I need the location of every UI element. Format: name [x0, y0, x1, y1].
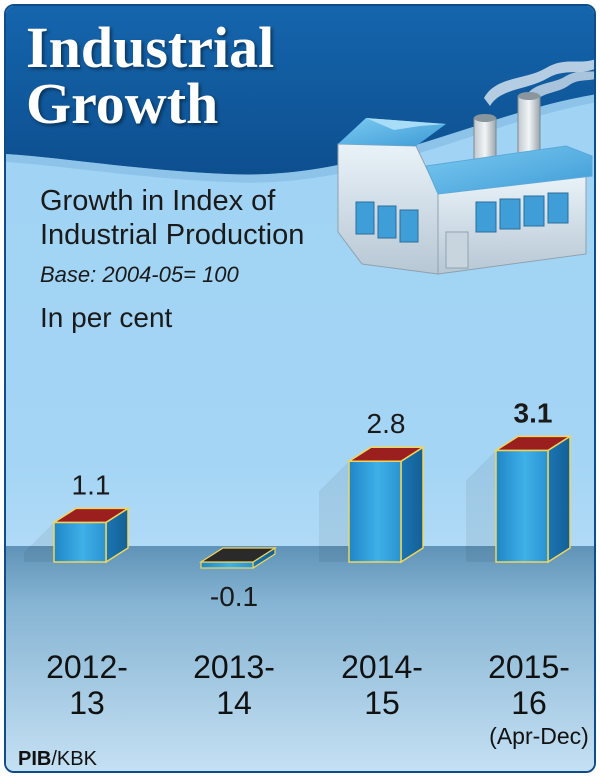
- category-label: 14: [216, 685, 252, 721]
- value-label: -0.1: [210, 581, 258, 612]
- bar-front: [53, 521, 107, 563]
- category-note: (Apr-Dec): [489, 723, 589, 749]
- bar-side: [547, 435, 571, 564]
- bars-layer: [24, 435, 573, 570]
- value-label: 1.1: [72, 469, 111, 500]
- bar-side: [400, 445, 424, 564]
- category-label: 13: [69, 685, 105, 721]
- bar-shadow: [319, 461, 349, 562]
- chart-subtitle: Growth in Index of Industrial Production: [40, 185, 305, 251]
- value-label: 3.1: [514, 397, 553, 428]
- floor-band: [6, 546, 594, 771]
- bar-chart: 1.1 2012-13 -0.1 2013-14 2.8 2014-15 3.1 2015-1…: [6, 6, 594, 771]
- factory-icon: [337, 59, 594, 275]
- category-label: 16: [511, 685, 547, 721]
- credit-agency: PIB: [18, 748, 52, 770]
- base-note: Base: 2004-05= 100: [40, 262, 239, 287]
- category-label: 15: [364, 685, 400, 721]
- bar-shadow: [24, 522, 54, 562]
- category-label: 2014-: [341, 649, 423, 685]
- bar-top: [51, 507, 131, 524]
- bar-top: [346, 446, 426, 462]
- bar-2015-16: [466, 435, 573, 564]
- credit-separator: /: [51, 748, 57, 770]
- bar-top: [493, 435, 573, 452]
- bar-front: [495, 449, 549, 563]
- category-label: 2013-: [193, 649, 275, 685]
- infographic-card: 1.1 2012- 13 -0.1 2013- 14 2.8 2014- 15 3.1 2015- 1…: [4, 4, 596, 773]
- page-title: Industrial Growth: [26, 15, 275, 136]
- credit-artist: KBK: [56, 748, 97, 770]
- bar-2013-14: [198, 546, 278, 570]
- value-label: 2.8: [367, 408, 406, 439]
- category-label: 2012-: [46, 649, 128, 685]
- credit-line: PIB/KBK: [18, 748, 97, 771]
- bar-top: [198, 547, 278, 563]
- unit-note: In per cent: [40, 302, 173, 333]
- bar-2014-15: [319, 445, 426, 564]
- category-label: 2015-: [488, 649, 570, 685]
- bar-shadow: [466, 450, 496, 562]
- bar-front: [200, 561, 254, 569]
- bar-front: [348, 460, 402, 563]
- header-band: [6, 6, 594, 175]
- labels-layer: 1.1 2012-13 -0.1 2013-14 2.8 2014-15 3.1 2015-1…: [46, 397, 589, 749]
- bar-2012-13: [24, 507, 131, 564]
